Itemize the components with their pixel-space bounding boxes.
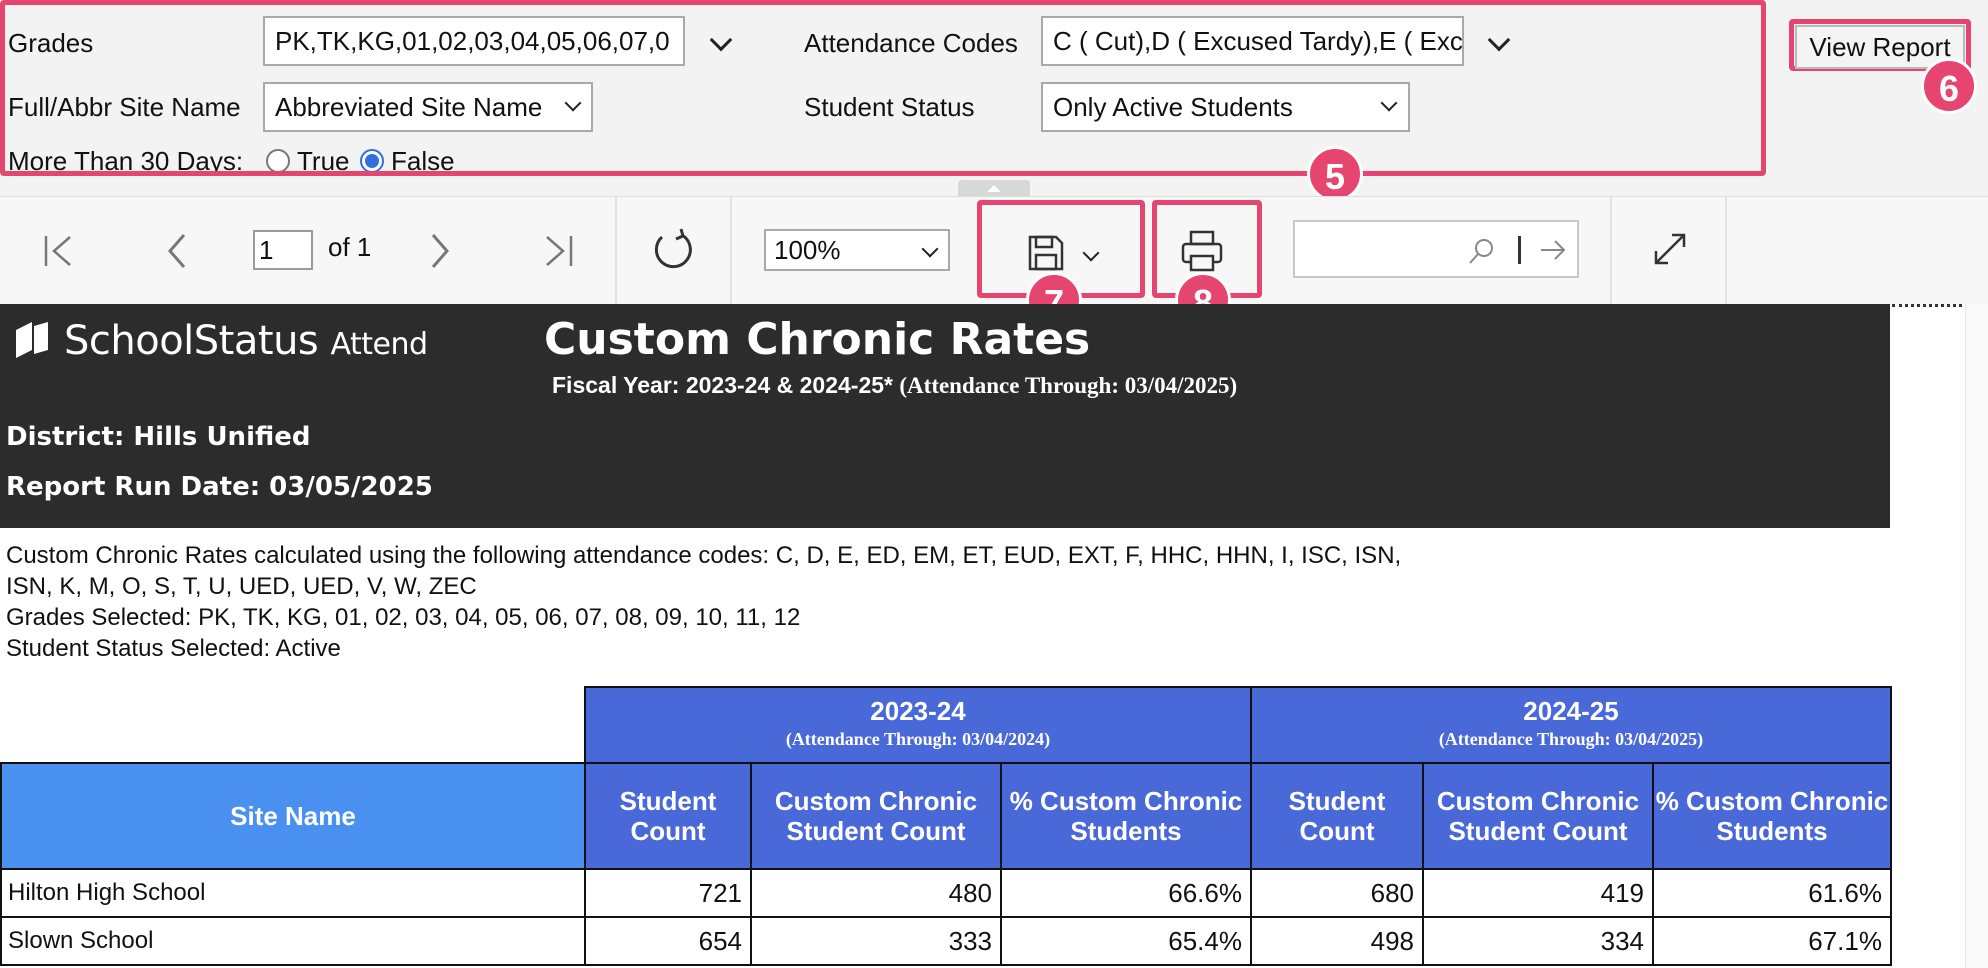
student-status-select-value: Only Active Students xyxy=(1053,92,1293,122)
student-status-label: Student Status xyxy=(804,92,975,122)
col-y2-pct: % Custom Chronic Students xyxy=(1652,762,1892,870)
col-y2-student-count: Student Count xyxy=(1250,762,1424,870)
row-y1-pct: 66.6% xyxy=(1000,868,1252,918)
col-y1-pct: % Custom Chronic Students xyxy=(1000,762,1252,870)
logo-wordmark: SchoolStatus Attend xyxy=(64,318,428,364)
row-y1-chronic: 480 xyxy=(750,868,1002,918)
row-y2-chronic: 419 xyxy=(1422,868,1654,918)
row-y2-pct: 67.1% xyxy=(1652,916,1892,966)
more-than-30-label: More Than 30 Days: xyxy=(8,146,244,176)
row-y2-count: 498 xyxy=(1250,916,1424,966)
report-toolbar: 1 of 1 100% xyxy=(0,196,1988,305)
radio-true-label: True xyxy=(297,146,350,176)
codes-line-2: ISN, K, M, O, S, T, U, UED, UED, V, W, Z… xyxy=(6,573,477,600)
table-row: Slown School 654 333 65.4% 498 334 67.1% xyxy=(0,916,1892,966)
col-y2-chronic-count: Custom Chronic Student Count xyxy=(1422,762,1654,870)
next-page-icon[interactable] xyxy=(427,231,453,271)
logo-icon xyxy=(16,322,48,358)
callout-badge-6: 6 xyxy=(1921,58,1977,114)
radio-true[interactable] xyxy=(266,149,290,173)
row-y1-chronic: 333 xyxy=(750,916,1002,966)
row-y1-count: 721 xyxy=(584,868,752,918)
site-name-select[interactable]: Abbreviated Site Name xyxy=(263,82,593,132)
student-status-select[interactable]: Only Active Students xyxy=(1041,82,1410,132)
col-y1-student-count: Student Count xyxy=(584,762,752,870)
status-selected-line: Student Status Selected: Active xyxy=(6,635,341,662)
attendance-codes-input[interactable]: C ( Cut),D ( Excused Tardy),E ( Exc xyxy=(1041,16,1464,66)
page-number-input[interactable]: 1 xyxy=(253,230,313,270)
year1-label: 2023-24 xyxy=(870,696,966,726)
radio-false-label: False xyxy=(391,146,455,176)
vertical-scrollbar[interactable] xyxy=(1965,304,1988,968)
run-date-label: Report Run Date: 03/05/2025 xyxy=(6,472,433,502)
print-icon[interactable] xyxy=(1180,229,1224,273)
row-site-name: Hilton High School xyxy=(0,868,586,918)
zoom-select[interactable]: 100% xyxy=(764,229,950,271)
page-count-label: of 1 xyxy=(328,232,372,262)
search-next-icon[interactable] xyxy=(1538,237,1568,263)
save-icon[interactable] xyxy=(1026,233,1066,273)
zoom-chevron-icon xyxy=(921,240,939,258)
save-dropdown-chevron-icon[interactable] xyxy=(1082,244,1100,262)
callout-badge-5: 5 xyxy=(1307,146,1363,202)
fiscal-through-text: (Attendance Through: 03/04/2025) xyxy=(899,373,1238,398)
year2-label: 2024-25 xyxy=(1523,696,1619,726)
attendance-codes-label: Attendance Codes xyxy=(804,28,1018,58)
radio-false[interactable] xyxy=(360,149,384,173)
site-name-label: Full/Abbr Site Name xyxy=(8,92,241,122)
row-y2-chronic: 334 xyxy=(1422,916,1654,966)
student-status-chevron-icon xyxy=(1380,94,1398,112)
grades-label: Grades xyxy=(8,28,94,58)
logo-main-text: SchoolStatus xyxy=(64,318,319,364)
report-title: Custom Chronic Rates xyxy=(544,314,1091,365)
year1-group-header: 2023-24 (Attendance Through: 03/04/2024) xyxy=(584,686,1252,764)
table-row: Hilton High School 721 480 66.6% 680 419… xyxy=(0,868,1892,918)
search-icon xyxy=(1469,239,1493,264)
fiscal-year-text: Fiscal Year: 2023-24 & 2024-25* xyxy=(552,372,893,398)
row-y2-count: 680 xyxy=(1250,868,1424,918)
chronic-rates-table: 2023-24 (Attendance Through: 03/04/2024)… xyxy=(0,686,1892,966)
grades-dropdown-chevron-icon[interactable] xyxy=(709,28,733,52)
last-page-icon[interactable] xyxy=(541,231,575,271)
col-y1-chronic-count: Custom Chronic Student Count xyxy=(750,762,1002,870)
codes-line-1: Custom Chronic Rates calculated using th… xyxy=(6,542,1402,569)
grades-input[interactable]: PK,TK,KG,01,02,03,04,05,06,07,0 xyxy=(263,16,685,66)
row-y2-pct: 61.6% xyxy=(1652,868,1892,918)
collapse-parameters-handle[interactable] xyxy=(958,180,1030,196)
site-name-chevron-icon xyxy=(564,94,582,112)
row-y1-count: 654 xyxy=(584,916,752,966)
parameters-panel: Grades PK,TK,KG,01,02,03,04,05,06,07,0 A… xyxy=(0,0,1988,202)
first-page-icon[interactable] xyxy=(42,231,76,271)
grades-selected-line: Grades Selected: PK, TK, KG, 01, 02, 03,… xyxy=(6,604,801,631)
attendance-codes-dropdown-chevron-icon[interactable] xyxy=(1487,28,1511,52)
year1-through: (Attendance Through: 03/04/2024) xyxy=(785,729,1051,749)
report-description: Custom Chronic Rates calculated using th… xyxy=(6,540,1401,664)
year2-group-header: 2024-25 (Attendance Through: 03/04/2025) xyxy=(1250,686,1892,764)
search-input[interactable] xyxy=(1293,220,1579,278)
fiscal-year-line: Fiscal Year: 2023-24 & 2024-25* (Attenda… xyxy=(552,372,1237,399)
report-header-banner: SchoolStatus Attend Custom Chronic Rates… xyxy=(0,304,1890,528)
site-name-select-value: Abbreviated Site Name xyxy=(275,92,543,122)
prev-page-icon[interactable] xyxy=(164,231,190,271)
refresh-icon[interactable] xyxy=(650,227,696,273)
row-y1-pct: 65.4% xyxy=(1000,916,1252,966)
fullscreen-icon[interactable] xyxy=(1650,229,1690,269)
zoom-select-value: 100% xyxy=(774,235,841,265)
year2-through: (Attendance Through: 03/04/2025) xyxy=(1438,729,1704,749)
col-site-name: Site Name xyxy=(0,762,586,870)
district-label: District: Hills Unified xyxy=(6,422,311,452)
row-site-name: Slown School xyxy=(0,916,586,966)
logo-sub-text: Attend xyxy=(330,327,428,362)
